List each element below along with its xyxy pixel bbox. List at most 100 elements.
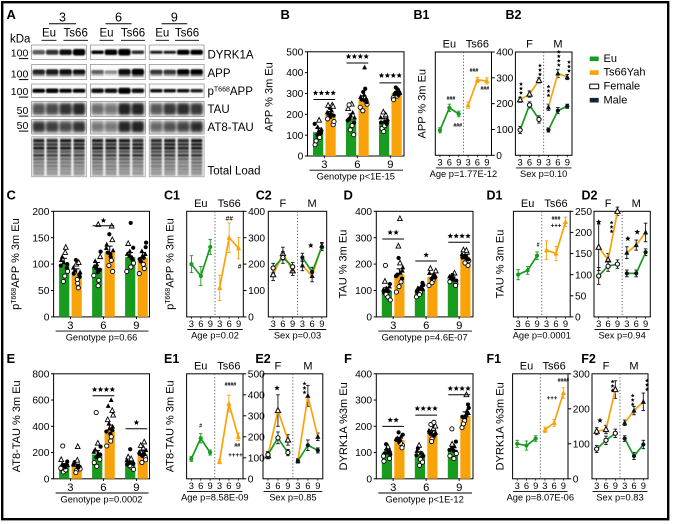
svg-text:9: 9 xyxy=(319,318,324,329)
svg-text:9: 9 xyxy=(643,318,648,329)
svg-text:200: 200 xyxy=(248,260,265,271)
svg-text:9: 9 xyxy=(563,318,568,329)
svg-text:100: 100 xyxy=(11,86,29,98)
svg-text:+++: +++ xyxy=(551,223,562,230)
svg-text:APP: APP xyxy=(208,68,231,80)
svg-text:9: 9 xyxy=(456,482,462,494)
svg-text:0: 0 xyxy=(366,474,372,485)
svg-text:Ts66: Ts66 xyxy=(175,28,199,40)
svg-text:B: B xyxy=(281,7,290,22)
svg-text:9: 9 xyxy=(615,318,620,329)
svg-text:100: 100 xyxy=(286,131,303,142)
svg-text:AT8-TAU % 3m Eu: AT8-TAU % 3m Eu xyxy=(165,380,177,472)
svg-text:3: 3 xyxy=(295,480,300,491)
svg-text:400: 400 xyxy=(286,68,303,79)
svg-text:6: 6 xyxy=(227,318,232,329)
svg-text:Ts66: Ts66 xyxy=(544,198,567,210)
svg-text:3: 3 xyxy=(67,482,73,494)
svg-text:200: 200 xyxy=(32,448,49,459)
svg-text:6: 6 xyxy=(605,318,610,329)
svg-text:Age p=0.02: Age p=0.02 xyxy=(191,331,239,341)
svg-text:0: 0 xyxy=(575,313,581,324)
svg-text:6: 6 xyxy=(309,318,314,329)
svg-text:D: D xyxy=(344,188,353,203)
svg-text:Genotype p=0.0002: Genotype p=0.0002 xyxy=(61,494,143,504)
svg-text:A: A xyxy=(7,7,17,22)
svg-text:6: 6 xyxy=(100,320,106,332)
svg-text:6: 6 xyxy=(354,159,360,171)
svg-text:AT8-TAU % 3m Eu: AT8-TAU % 3m Eu xyxy=(11,380,23,472)
svg-text:C: C xyxy=(7,188,17,203)
svg-text:100: 100 xyxy=(11,69,29,81)
svg-text:300: 300 xyxy=(573,369,590,380)
svg-text:Male: Male xyxy=(604,94,628,106)
svg-text:6: 6 xyxy=(527,157,532,168)
svg-text:F: F xyxy=(603,360,610,372)
svg-text:6: 6 xyxy=(603,480,608,491)
svg-text:6: 6 xyxy=(551,480,556,491)
svg-text:9: 9 xyxy=(387,159,393,171)
svg-text:3: 3 xyxy=(622,480,627,491)
svg-text:100: 100 xyxy=(32,260,49,271)
svg-text:Eu: Eu xyxy=(443,39,456,51)
svg-text:400: 400 xyxy=(248,390,265,401)
svg-text:0: 0 xyxy=(573,474,579,485)
svg-text:DYRK1A: DYRK1A xyxy=(208,50,254,62)
svg-text:Total Load: Total Load xyxy=(208,166,261,178)
svg-text:9: 9 xyxy=(536,157,541,168)
svg-text:0: 0 xyxy=(248,474,254,485)
svg-text:0: 0 xyxy=(44,474,50,485)
svg-text:Eu: Eu xyxy=(155,28,169,40)
svg-text:3: 3 xyxy=(624,318,629,329)
svg-text:200: 200 xyxy=(496,99,513,110)
svg-text:9: 9 xyxy=(565,157,570,168)
svg-text:50: 50 xyxy=(17,120,29,132)
svg-text:###: ### xyxy=(470,68,479,74)
svg-text:9: 9 xyxy=(285,480,290,491)
svg-text:Eu: Eu xyxy=(521,198,534,210)
svg-text:300: 300 xyxy=(355,396,372,407)
svg-text:3: 3 xyxy=(271,318,276,329)
svg-text:Eu: Eu xyxy=(99,28,113,40)
svg-text:####: #### xyxy=(225,382,237,388)
svg-text:###: ### xyxy=(552,216,561,222)
svg-text:0: 0 xyxy=(298,152,304,163)
svg-text:B2: B2 xyxy=(506,8,522,22)
svg-text:C2: C2 xyxy=(256,189,272,203)
svg-text:kDa: kDa xyxy=(10,34,31,46)
svg-text:3: 3 xyxy=(265,480,270,491)
svg-text:9: 9 xyxy=(456,157,461,168)
svg-text:9: 9 xyxy=(641,480,646,491)
svg-text:3: 3 xyxy=(437,157,442,168)
svg-text:Sex p=0.83: Sex p=0.83 xyxy=(596,493,643,503)
svg-text:M: M xyxy=(629,360,638,372)
svg-text:9: 9 xyxy=(456,320,462,332)
svg-text:50: 50 xyxy=(17,105,29,117)
svg-text:6: 6 xyxy=(525,318,530,329)
svg-text:0: 0 xyxy=(44,313,50,324)
svg-text:9: 9 xyxy=(171,11,178,25)
svg-text:3: 3 xyxy=(390,482,396,494)
svg-text:3: 3 xyxy=(542,480,547,491)
svg-text:100: 100 xyxy=(575,270,592,281)
svg-text:###: ### xyxy=(453,123,462,129)
svg-text:6: 6 xyxy=(275,480,280,491)
svg-text:TAU % 3m Eu: TAU % 3m Eu xyxy=(338,230,350,299)
svg-text:3: 3 xyxy=(594,480,599,491)
svg-text:3: 3 xyxy=(515,318,520,329)
svg-text:##: ## xyxy=(234,443,240,449)
svg-text:C1: C1 xyxy=(164,189,180,203)
svg-text:##: ## xyxy=(226,216,234,223)
svg-text:3: 3 xyxy=(189,480,194,491)
svg-text:TAU % 3m Eu: TAU % 3m Eu xyxy=(495,230,507,299)
svg-text:Sex p=0.94: Sex p=0.94 xyxy=(598,331,645,341)
svg-text:9: 9 xyxy=(561,480,566,491)
svg-text:400: 400 xyxy=(496,48,513,59)
svg-text:Eu: Eu xyxy=(520,360,533,372)
svg-text:APP % 3m Eu: APP % 3m Eu xyxy=(264,62,276,132)
svg-text:200: 200 xyxy=(355,422,372,433)
svg-text:Ts66: Ts66 xyxy=(217,360,240,372)
svg-text:200: 200 xyxy=(32,207,49,218)
svg-text:6: 6 xyxy=(115,11,122,25)
svg-text:6: 6 xyxy=(555,157,560,168)
